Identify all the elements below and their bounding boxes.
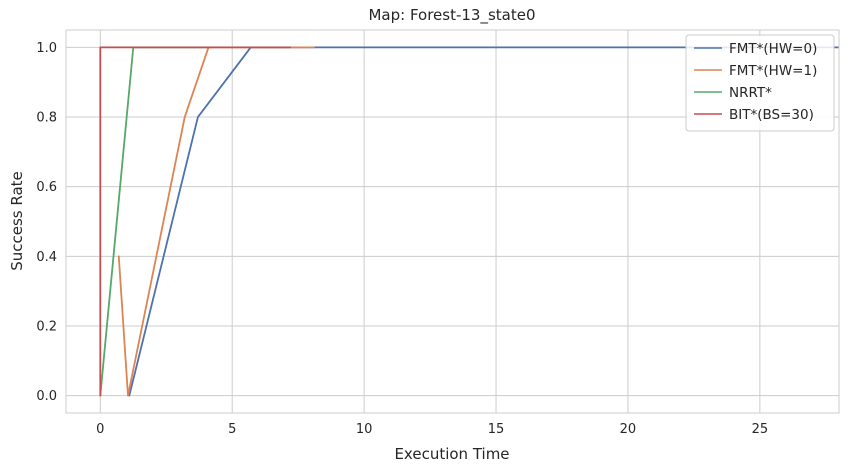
legend-label-fmt-hw0: FMT*(HW=0) [729, 41, 817, 57]
x-tick-label: 5 [228, 422, 236, 437]
series-layer [99, 46, 839, 397]
y-tick-label: 0.2 [36, 319, 57, 334]
legend-label-fmt-hw1: FMT*(HW=1) [729, 63, 817, 79]
y-tick-label: 1.0 [36, 41, 57, 56]
series-line-fmt-hw-0 [128, 46, 839, 397]
legend-box [685, 34, 835, 132]
x-tick-label: 0 [96, 422, 104, 437]
y-tick-label: 0.4 [36, 250, 57, 265]
plot-frame [65, 29, 840, 414]
y-tick-label: 0.6 [36, 180, 57, 195]
x-tick-label: 20 [620, 422, 637, 437]
x-axis-label: Execution Time [394, 445, 509, 463]
tick-labels: 0 5 10 15 20 25 0.0 0.2 0.4 0.6 0.8 1.0 [36, 41, 768, 437]
chart-title: Map: Forest-13_state0 [368, 6, 535, 25]
x-tick-label: 10 [356, 422, 373, 437]
legend-label-bit: BIT*(BS=30) [729, 107, 814, 123]
legend-label-nrrt: NRRT* [729, 85, 772, 101]
series-line-bit-bs-30 [99, 46, 292, 397]
legend: FMT*(HW=0) FMT*(HW=1) NRRT* BIT*(BS=30) [685, 34, 835, 132]
x-tick-label: 25 [752, 422, 769, 437]
y-tick-label: 0.8 [36, 111, 57, 126]
y-tick-label: 0.0 [36, 389, 57, 404]
x-tick-label: 15 [488, 422, 505, 437]
y-axis-label: Success Rate [8, 171, 26, 271]
